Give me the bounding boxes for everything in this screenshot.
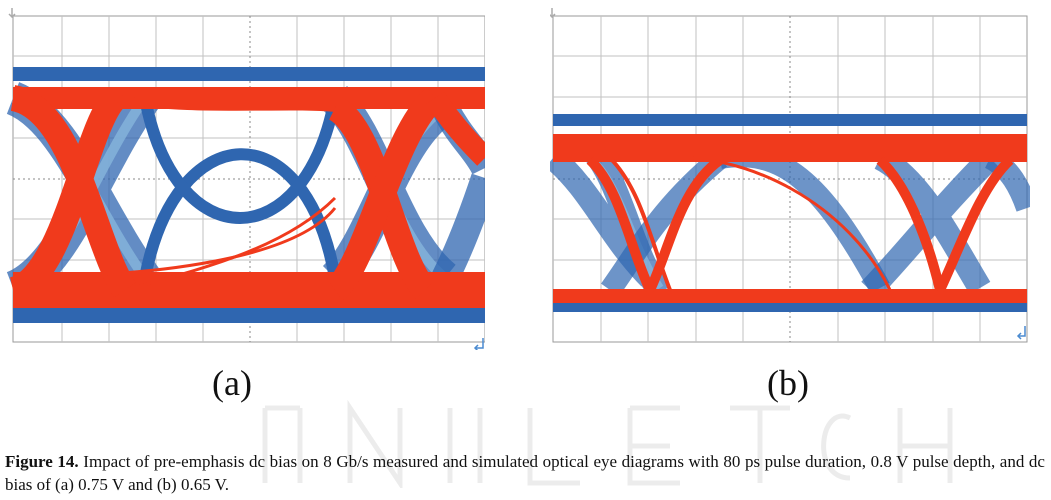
panel-label-a: (a) — [212, 363, 252, 403]
eye-diagram-b-plot — [550, 8, 1030, 343]
figure-caption: Figure 14. Impact of pre-emphasis dc bia… — [5, 450, 1045, 496]
caption-text: Impact of pre-emphasis dc bias on 8 Gb/s… — [5, 452, 1045, 494]
panel-label-b: (b) — [767, 363, 809, 403]
corner-arrow-icon — [473, 338, 484, 350]
center-axes — [553, 16, 1027, 342]
trigger-arrow-icon — [8, 8, 16, 19]
eye-diagram-a-plot — [5, 8, 485, 350]
eye-diagram-a — [5, 8, 485, 350]
simulated-eye-a — [8, 85, 485, 308]
caption-label: Figure 14. — [5, 452, 79, 471]
simulated-eye-b — [553, 134, 1027, 303]
eye-diagram-b — [550, 8, 1030, 350]
trigger-arrow-icon — [550, 8, 556, 19]
corner-arrow-icon — [1016, 326, 1026, 340]
publisher-watermark-logo — [262, 399, 953, 488]
